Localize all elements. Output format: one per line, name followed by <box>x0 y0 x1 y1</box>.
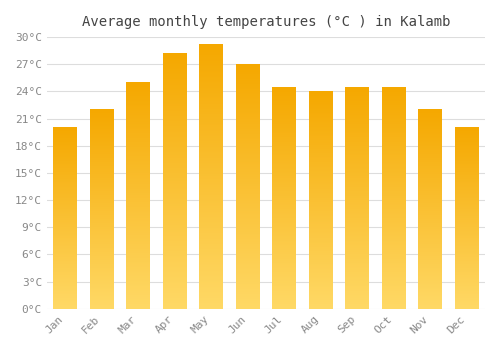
Title: Average monthly temperatures (°C ) in Kalamb: Average monthly temperatures (°C ) in Ka… <box>82 15 450 29</box>
